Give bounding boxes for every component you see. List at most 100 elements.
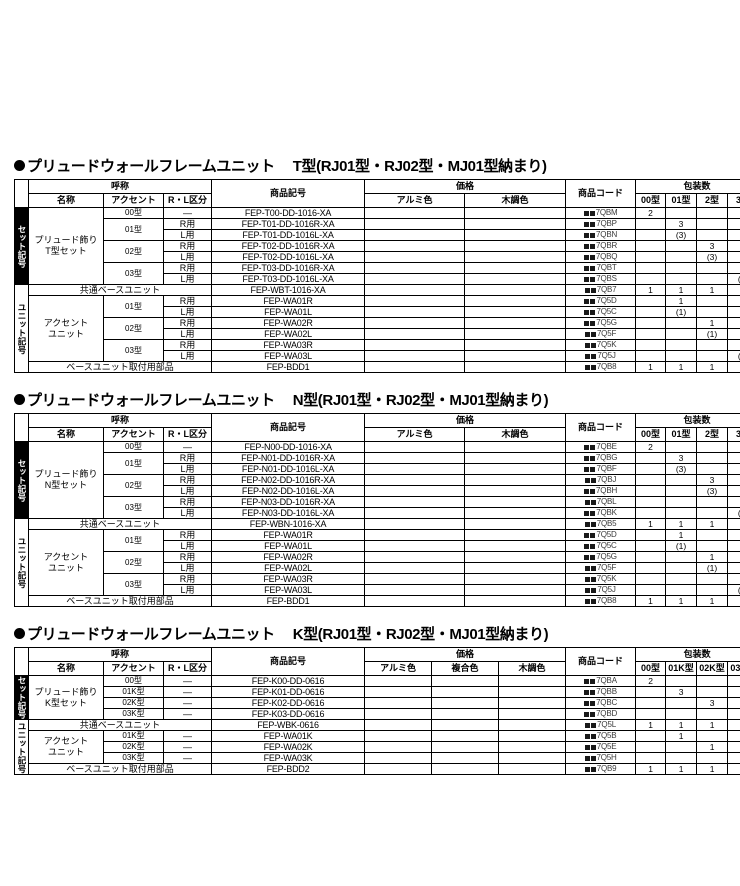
product-code-text: 7QBL bbox=[596, 497, 617, 506]
code-marker-icon bbox=[584, 477, 590, 483]
pack-qty-cell bbox=[727, 452, 740, 464]
product-code-text: 7Q5K bbox=[596, 574, 617, 583]
price-cell bbox=[464, 518, 567, 530]
product-code-text: 7Q5D bbox=[596, 530, 617, 539]
side-label-unit-text: ユニット記号 bbox=[17, 537, 27, 588]
section-t-type: プリュードウォールフレームユニット T型(RJ01型・RJ02型・MJ01型納まり… bbox=[14, 155, 740, 373]
pack-qty-cell bbox=[635, 474, 667, 486]
table-row: L用FEP-N03-DD-1016L-XA7QBK(3)B7・H2・KG・YF・… bbox=[15, 507, 740, 519]
header-product-code: 商品コード bbox=[565, 647, 637, 676]
pack-qty-cell: (3) bbox=[727, 273, 740, 285]
pack-qty-cell bbox=[696, 584, 729, 596]
side-label-set-text: セット記号 bbox=[17, 224, 27, 268]
header-group-packaging: 包装数 bbox=[635, 647, 740, 662]
pack-qty-cell bbox=[635, 295, 667, 307]
pack-qty-cell bbox=[635, 496, 667, 508]
price-cell bbox=[464, 262, 567, 274]
price-cell bbox=[431, 730, 500, 742]
code-marker-icon bbox=[584, 265, 590, 271]
pack-qty-cell: (1) bbox=[696, 562, 729, 574]
product-code-cell: 7Q5C bbox=[565, 540, 637, 552]
section-title-sub: N型(RJ01型・RJ02型・MJ01型納まり) bbox=[292, 392, 549, 409]
side-label-set-text: セット記号 bbox=[17, 458, 27, 502]
product-code-cell: 7QBA bbox=[565, 675, 637, 687]
header-group-packaging: 包装数 bbox=[635, 413, 740, 428]
accent-cell: 01K型 bbox=[103, 730, 164, 742]
product-symbol-cell: FEP-WA02K bbox=[211, 741, 366, 753]
price-cell bbox=[364, 229, 466, 241]
section-n-type: プリュードウォールフレームユニット N型(RJ01型・RJ02型・MJ01型納まり… bbox=[14, 389, 740, 607]
product-code-text: 7Q5D bbox=[596, 296, 617, 305]
price-cell bbox=[364, 741, 433, 753]
product-code-cell: 7QBK bbox=[565, 507, 637, 519]
pack-qty-cell bbox=[635, 686, 667, 698]
product-code-cell: 7QBC bbox=[565, 697, 637, 709]
code-marker-icon bbox=[590, 276, 596, 282]
product-code-cell: 7QB5 bbox=[565, 518, 637, 530]
code-marker-icon bbox=[584, 521, 590, 527]
price-cell bbox=[364, 262, 466, 274]
price-cell bbox=[364, 350, 466, 362]
rl-cell: L用 bbox=[162, 540, 213, 552]
pack-qty-cell bbox=[696, 441, 729, 453]
product-code-cell: 7Q5E bbox=[565, 741, 637, 753]
table-row: 03型R用FEP-T03-DD-1016R-XA7QBT3B7・H2・KG・YF… bbox=[15, 262, 740, 285]
pack-qty-cell: 3 bbox=[727, 496, 740, 508]
pack-qty-cell: 1 bbox=[696, 284, 729, 296]
pack-qty-cell bbox=[696, 452, 729, 464]
header-price-1: アルミ色 bbox=[364, 193, 466, 208]
code-marker-icon bbox=[590, 689, 596, 695]
pack-qty-cell: 1 bbox=[665, 595, 698, 607]
pack-qty-cell bbox=[665, 562, 698, 574]
pack-qty-cell bbox=[696, 273, 729, 285]
product-code-text: 7Q5L bbox=[597, 720, 616, 729]
pack-qty-cell bbox=[696, 229, 729, 241]
price-cell bbox=[498, 741, 567, 753]
parts-label: ベースユニット取付用部品 bbox=[27, 595, 213, 607]
rl-cell: — bbox=[162, 741, 213, 753]
product-symbol-cell: FEP-K03-DD-0616 bbox=[211, 708, 366, 720]
code-marker-icon bbox=[584, 243, 590, 249]
rl-cell: — bbox=[162, 708, 213, 720]
product-symbol-cell: FEP-WA02L bbox=[211, 562, 366, 574]
pack-qty-cell bbox=[727, 686, 740, 698]
pack-qty-cell bbox=[696, 339, 729, 351]
pack-qty-cell: 1 bbox=[727, 719, 740, 731]
product-code-text: 7QBT bbox=[596, 263, 617, 272]
price-cell bbox=[364, 518, 466, 530]
pack-qty-cell: (3) bbox=[696, 485, 729, 497]
pack-qty-cell: (1) bbox=[727, 350, 740, 362]
product-code-cell: 7Q5K bbox=[565, 573, 637, 585]
accent-cell: 02型 bbox=[103, 474, 164, 497]
product-symbol-cell: FEP-N00-DD-1016-XA bbox=[211, 441, 366, 453]
pack-qty-cell bbox=[727, 441, 740, 453]
pack-qty-cell bbox=[727, 697, 740, 709]
pack-qty-cell: 1 bbox=[696, 763, 729, 775]
price-cell bbox=[431, 752, 500, 764]
unit-name-cell: アクセント ユニット bbox=[28, 730, 104, 764]
product-code-text: 7Q5F bbox=[596, 563, 617, 572]
table-row: 02型R用FEP-N02-DD-1016R-XA7QBJ3B7・H2・KG・YF… bbox=[15, 474, 740, 497]
pack-qty-cell bbox=[665, 339, 698, 351]
code-marker-icon bbox=[584, 598, 590, 604]
pack-qty-cell: 1 bbox=[665, 518, 698, 530]
rl-cell: L用 bbox=[162, 350, 213, 362]
product-symbol-cell: FEP-T02-DD-1016L-XA bbox=[211, 251, 366, 263]
product-code-cell: 7Q5K bbox=[565, 339, 637, 351]
price-cell bbox=[464, 284, 567, 296]
product-symbol-cell: FEP-WA03L bbox=[211, 584, 366, 596]
pack-qty-cell bbox=[665, 251, 698, 263]
product-code-text: 7Q5J bbox=[597, 351, 616, 360]
product-code-cell: 7Q5D bbox=[565, 529, 637, 541]
pack-qty-cell bbox=[696, 573, 729, 585]
product-code-text: 7Q5G bbox=[596, 318, 617, 327]
pack-qty-cell bbox=[665, 317, 698, 329]
code-marker-icon bbox=[584, 320, 590, 326]
pack-qty-cell bbox=[635, 741, 667, 753]
product-code-text: 7QB7 bbox=[596, 285, 617, 294]
pack-qty-cell bbox=[635, 229, 667, 241]
price-cell bbox=[431, 708, 500, 720]
accent-cell: 01型 bbox=[103, 295, 164, 318]
code-marker-icon bbox=[590, 265, 596, 271]
